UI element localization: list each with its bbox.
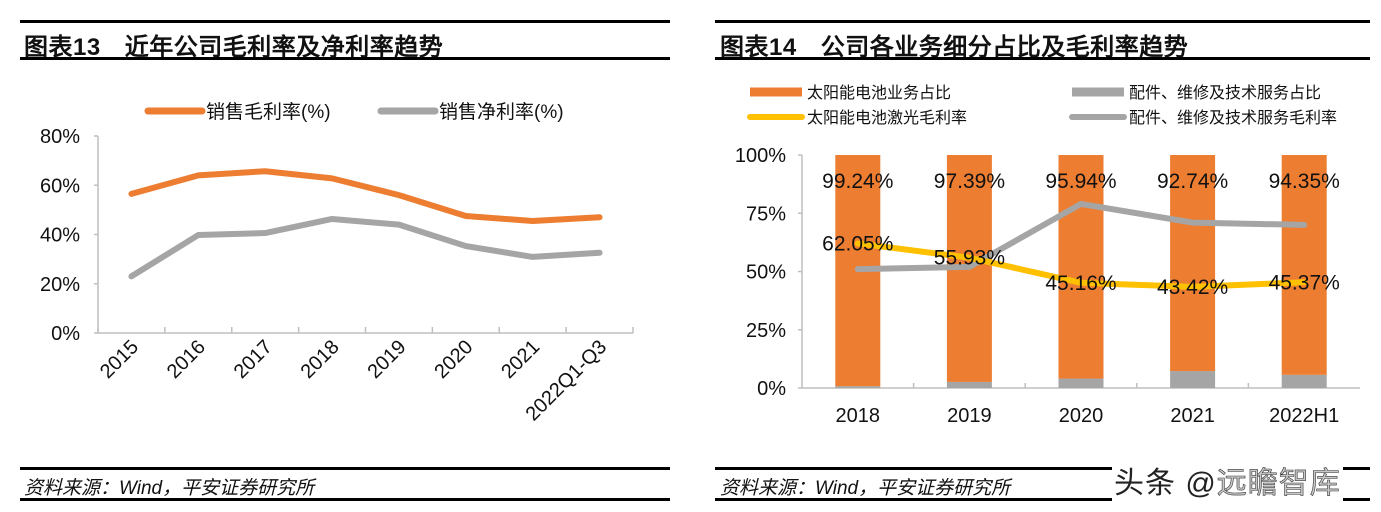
watermark: 头条 @远瞻智库 [1112,458,1343,502]
x-tick-label: 2021 [497,336,544,383]
series-line-2 [128,215,603,280]
y-tick-label: 60% [40,175,80,197]
bar-segment-solar [1058,155,1104,379]
line-data-label: 45.16% [1045,272,1116,295]
bar-segment-accessories [946,381,992,388]
source-note: 资料来源：Wind，平安证券研究所 [24,478,315,499]
bar-data-label: 99.24% [822,170,893,193]
source-top-rule [715,467,1370,470]
figure-14-panel: 图表14 公司各业务细分占比及毛利率趋势 太阳能电池业务占比 配件、维修及技术服务占… [690,0,1381,512]
figure-14-title: 图表14 公司各业务细分占比及毛利率趋势 [720,27,1188,62]
source-bottom-rule [715,498,1370,501]
y-tick-label: 25% [746,320,786,342]
y-tick-label: 50% [746,262,786,284]
y-tick-label: 20% [40,274,80,296]
bar-data-label: 95.94% [1045,170,1116,193]
line-data-label: 55.93% [934,247,1005,270]
x-tick-label: 2018 [836,405,881,427]
x-tick-label: 2020 [1059,405,1104,427]
y-tick-label: 80% [40,126,80,148]
line-data-label: 45.37% [1269,271,1340,294]
x-tick-label: 2019 [363,336,410,383]
figure-13-title: 图表13 近年公司毛利率及净利率趋势 [24,27,443,62]
source-note: 资料来源：Wind，平安证券研究所 [720,478,1011,499]
x-tick-label: 2022H1 [1269,405,1339,427]
figure-13-panel: 图表13 近年公司毛利率及净利率趋势 销售毛利率(%) 销售净利率(%) 0% 20% 4… [0,0,690,512]
x-tick-label: 2020 [430,336,477,383]
y-tick-label: 75% [746,203,786,225]
y-tick-label: 0% [51,323,80,345]
legend-label-1: 销售毛利率(%) [206,101,331,123]
legend-label-2: 销售净利率(%) [439,101,564,123]
legend-label-4: 配件、维修及技术服务毛利率 [1129,109,1337,127]
line-chart-margins: 销售毛利率(%) 销售净利率(%) 0% 20% 40% 60% 80% 2015 2016 20… [40,101,634,425]
watermark-account: 远瞻智库 [1216,467,1341,501]
y-tick-label: 100% [735,145,786,167]
bar-segment-solar [1281,155,1327,375]
bar-segment-accessories [1170,371,1216,388]
bar-data-label: 92.74% [1157,170,1228,193]
bar-segment-accessories [835,386,881,388]
x-tick-label: 2017 [230,336,277,383]
figure-number: 图表14 [720,34,797,61]
legend-label-2: 配件、维修及技术服务占比 [1129,84,1321,102]
x-tick-label: 2021 [1170,405,1215,427]
y-tick-label: 0% [757,378,786,400]
watermark-prefix: 头条 @ [1114,467,1217,500]
figure-title-text: 公司各业务细分占比及毛利率趋势 [820,34,1189,61]
bar-segment-solar [1170,155,1216,372]
figure-title-text: 近年公司毛利率及净利率趋势 [124,34,444,61]
figure-number: 图表13 [24,34,101,61]
bar-data-label: 97.39% [934,170,1005,193]
line-data-label: 62.05% [822,232,893,255]
x-tick-label: 2016 [163,336,210,383]
source-top-rule [20,467,670,470]
x-tick-label: 2018 [297,336,344,383]
legend-label-1: 太阳能电池业务占比 [807,84,951,102]
series-line-1 [128,168,603,224]
source-bottom-rule [20,498,670,501]
title-top-rule [20,20,670,23]
y-tick-label: 40% [40,225,80,247]
bar-segment-accessories [1058,378,1104,388]
title-bottom-rule [715,57,1370,60]
line-data-label: 43.42% [1157,276,1228,299]
title-top-rule [715,20,1370,23]
legend-label-3: 太阳能电池激光毛利率 [807,109,967,127]
bar-segment-accessories [1281,374,1327,388]
x-tick-label: 2015 [96,336,143,383]
title-bottom-rule [20,57,670,60]
bar-data-label: 94.35% [1269,170,1340,193]
x-tick-label: 2019 [947,405,992,427]
